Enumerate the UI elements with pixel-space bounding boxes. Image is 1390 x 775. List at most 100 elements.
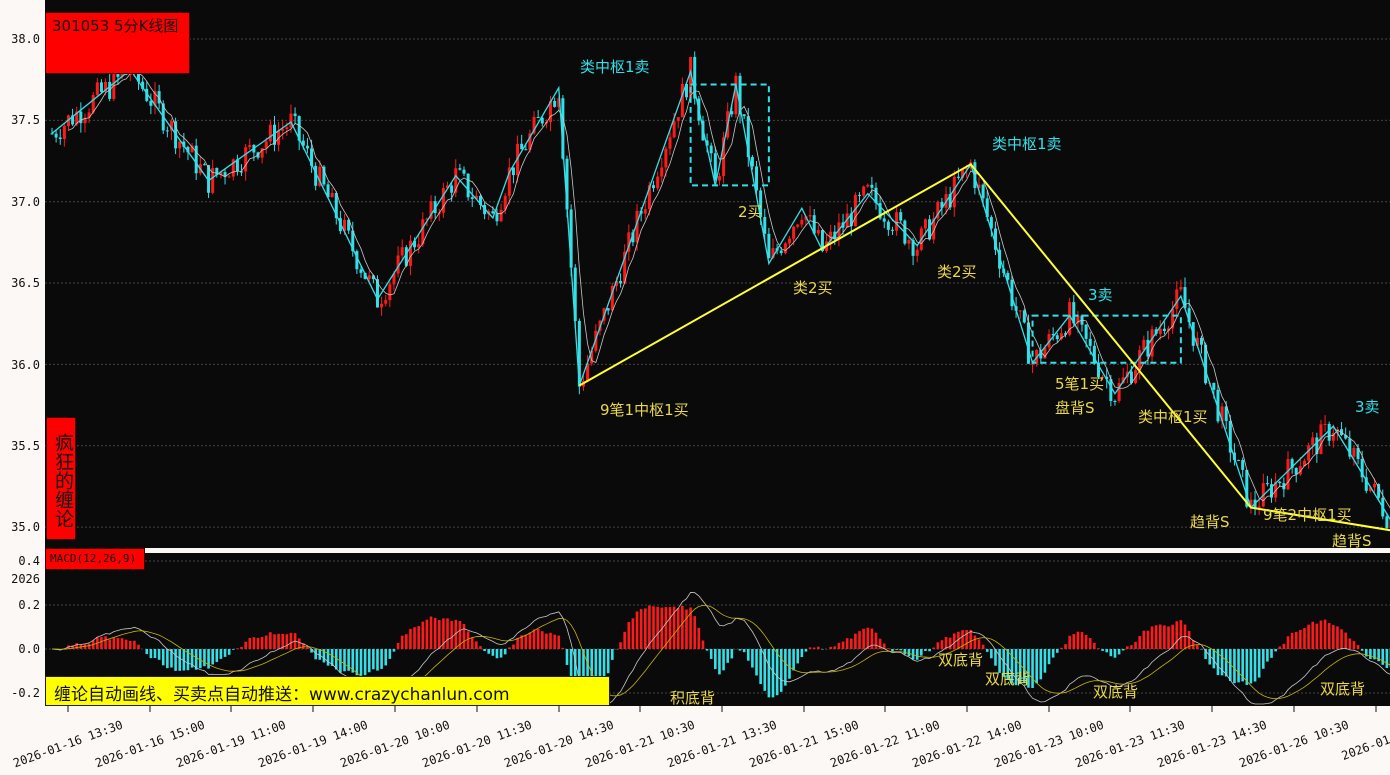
- macd-bar: [269, 632, 272, 649]
- macd-bar: [400, 635, 404, 649]
- candle-body: [672, 121, 676, 138]
- ma-line: [68, 71, 1390, 509]
- candle-body: [717, 176, 721, 181]
- candle-body: [1212, 382, 1216, 390]
- candle-body: [240, 171, 244, 173]
- candle-body: [483, 204, 487, 215]
- candle-body: [948, 194, 952, 208]
- macd-bar: [1352, 641, 1356, 649]
- annotation: 5笔1买: [1055, 375, 1104, 393]
- macd-bar: [627, 622, 631, 649]
- candle-body: [1352, 447, 1356, 457]
- candle-body: [787, 238, 791, 244]
- macd-bar: [310, 649, 313, 653]
- macd-bar: [1212, 649, 1216, 669]
- macd-bar: [1233, 649, 1236, 684]
- macd-bar: [1200, 649, 1203, 650]
- candle-body: [281, 129, 285, 131]
- candle-body: [899, 212, 903, 221]
- macd-bar: [874, 632, 878, 649]
- macd-bar: [1282, 643, 1286, 649]
- y-tick: 35.0: [11, 520, 40, 534]
- candle-body: [58, 137, 62, 140]
- macd-bar: [532, 629, 536, 649]
- macd-label: MACD(12,26,9): [45, 548, 145, 570]
- macd-bar: [1150, 626, 1154, 649]
- macd-annotation: 双底背: [1320, 680, 1365, 698]
- candle-body: [1101, 376, 1105, 378]
- annotation: 类2买: [937, 263, 977, 281]
- candle-body: [264, 141, 268, 149]
- macd-bar: [1179, 620, 1183, 649]
- macd-bar: [1097, 648, 1100, 649]
- macd-bar: [1060, 647, 1063, 649]
- candle-body: [244, 147, 248, 172]
- candle-body: [532, 116, 536, 134]
- macd-bar: [462, 623, 466, 649]
- macd-bar: [973, 635, 977, 649]
- macd-annotation: 双底背: [985, 670, 1030, 688]
- macd-bar: [421, 621, 425, 649]
- macd-bar: [718, 649, 721, 675]
- candle-body: [384, 300, 388, 304]
- macd-bar: [343, 649, 346, 672]
- macd-bar: [1348, 638, 1352, 649]
- macd-bar: [928, 649, 931, 652]
- macd-bar: [1113, 649, 1117, 658]
- candle-body: [272, 124, 276, 145]
- candle-body: [549, 100, 553, 122]
- macd-bar: [685, 609, 688, 649]
- macd-bar: [994, 649, 997, 666]
- candle-body: [347, 219, 351, 231]
- macd-bar: [619, 642, 622, 649]
- macd-bar: [796, 649, 800, 664]
- candle-body: [190, 145, 194, 153]
- candle-body: [750, 157, 754, 167]
- macd-bar: [1183, 624, 1187, 649]
- candle-body: [1224, 406, 1228, 421]
- macd-bar: [561, 647, 565, 649]
- macd-bar: [998, 649, 1001, 673]
- candle-body: [165, 130, 169, 132]
- candle-body: [684, 84, 688, 98]
- macd-bar: [611, 649, 614, 660]
- macd-bar: [289, 632, 293, 649]
- macd-bar: [124, 639, 128, 649]
- candle-body: [643, 209, 647, 214]
- candle-body: [923, 219, 927, 229]
- macd-bar: [417, 626, 420, 649]
- macd-bar: [100, 637, 103, 649]
- candle-body: [157, 91, 161, 104]
- candle-body: [1088, 338, 1092, 346]
- candle-body: [441, 188, 445, 213]
- macd-bar: [948, 637, 952, 649]
- candle-body: [635, 210, 639, 243]
- macd-bar: [631, 618, 635, 649]
- candle-body: [1068, 302, 1072, 335]
- candle-body: [474, 195, 478, 199]
- macd-bar: [714, 649, 717, 670]
- candle-body: [169, 121, 173, 131]
- macd-bar: [1146, 630, 1150, 649]
- y-tick: 36.5: [11, 276, 40, 290]
- annotation: 9笔2中枢1买: [1263, 506, 1352, 524]
- candle-body: [392, 273, 396, 285]
- macd-bar: [1208, 649, 1212, 665]
- macd-bar: [858, 631, 861, 649]
- candle-body: [1228, 420, 1232, 453]
- macd-bar: [223, 649, 227, 657]
- macd-bar: [771, 649, 775, 698]
- candle-body: [886, 221, 890, 230]
- macd-bar: [1224, 649, 1228, 677]
- price-axis: 38.0 37.5 37.0 36.5 36.0 35.5 35.0: [11, 32, 40, 534]
- macd-bar: [211, 649, 214, 665]
- candle-body: [524, 149, 528, 151]
- macd-bar: [1196, 644, 1199, 649]
- candle-body: [808, 215, 812, 217]
- macd-bar: [363, 649, 367, 676]
- candle-body: [1220, 406, 1224, 422]
- candle-body: [1270, 484, 1274, 498]
- macd-bar: [775, 649, 779, 696]
- macd-bar: [1171, 624, 1174, 649]
- annotations: 类中枢1卖 9笔1中枢1买 2买 类2买 类2买 类中枢1卖 3卖 5笔1买 盘…: [580, 58, 1380, 707]
